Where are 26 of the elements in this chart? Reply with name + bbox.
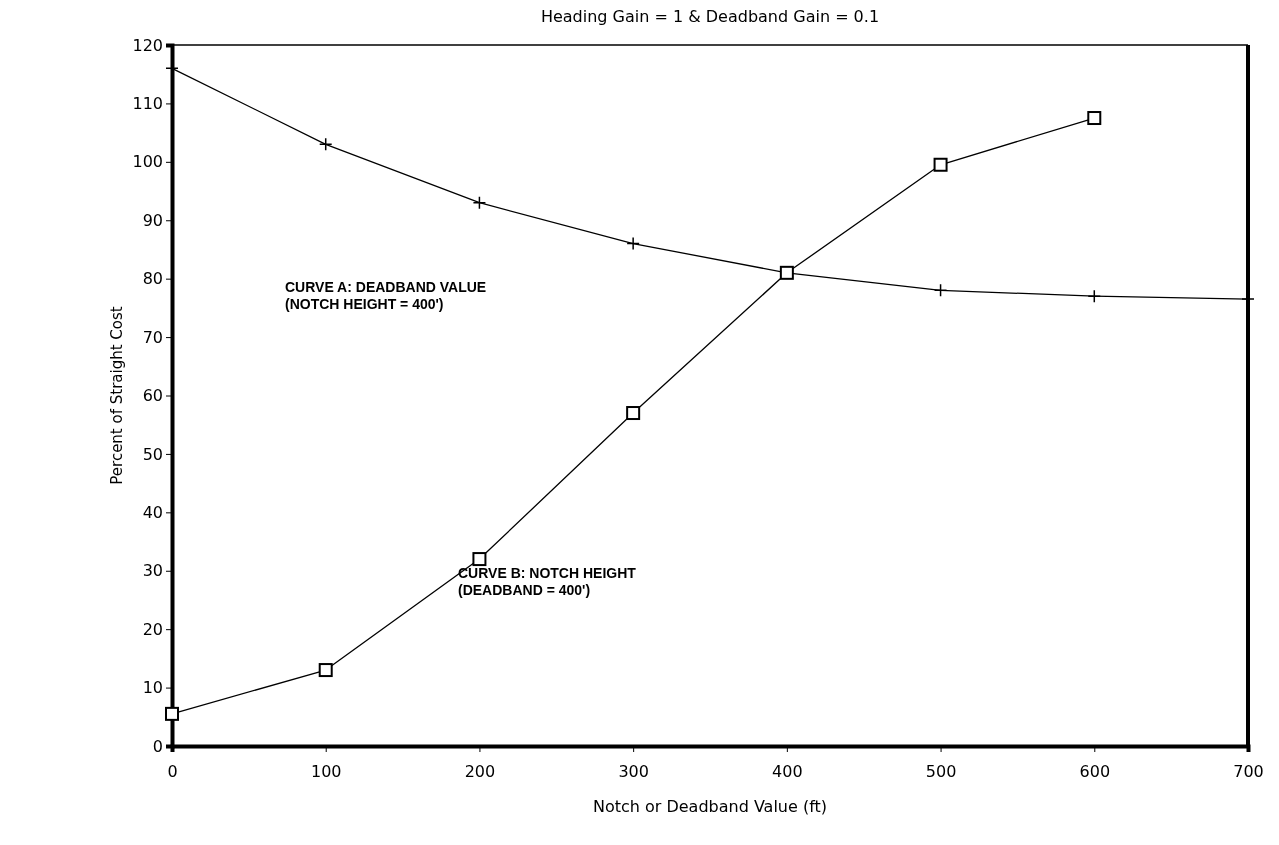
x-axis-title: Notch or Deadband Value (ft) bbox=[592, 797, 828, 816]
y-tick-label: 60 bbox=[142, 386, 163, 406]
y-tick-label: 70 bbox=[142, 327, 163, 347]
x-tick-label: 400 bbox=[772, 762, 803, 782]
y-tick-label: 10 bbox=[142, 678, 163, 698]
y-tick-label: 90 bbox=[142, 210, 163, 230]
y-tick-label: 50 bbox=[142, 444, 163, 464]
y-tick-label: 40 bbox=[142, 502, 163, 522]
x-tick-label: 0 bbox=[167, 762, 178, 782]
x-tick-label: 100 bbox=[310, 762, 342, 782]
y-tick-label: 30 bbox=[142, 561, 163, 581]
annotation: CURVE A: DEADBAND VALUE (NOTCH HEIGHT = 400') bbox=[285, 279, 487, 312]
y-tick-label: 20 bbox=[142, 619, 163, 639]
x-tick-label: 700 bbox=[1233, 762, 1264, 782]
x-tick-label: 500 bbox=[925, 762, 957, 782]
x-tick-label: 200 bbox=[464, 762, 496, 782]
annotation: CURVE B: NOTCH HEIGHT (DEADBAND = 400') bbox=[458, 565, 637, 598]
y-tick-label: 0 bbox=[152, 736, 163, 756]
x-tick-label: 600 bbox=[1079, 762, 1111, 782]
chart-title: Heading Gain = 1 & Deadband Gain = 0.1 bbox=[540, 7, 880, 26]
y-tick-label: 100 bbox=[132, 152, 163, 172]
y-axis-title: Percent of Straight Cost bbox=[108, 306, 126, 485]
x-tick-label: 300 bbox=[618, 762, 649, 782]
y-tick-label: 110 bbox=[132, 94, 163, 114]
y-tick-label: 80 bbox=[142, 269, 163, 289]
y-tick-label: 120 bbox=[132, 35, 163, 55]
